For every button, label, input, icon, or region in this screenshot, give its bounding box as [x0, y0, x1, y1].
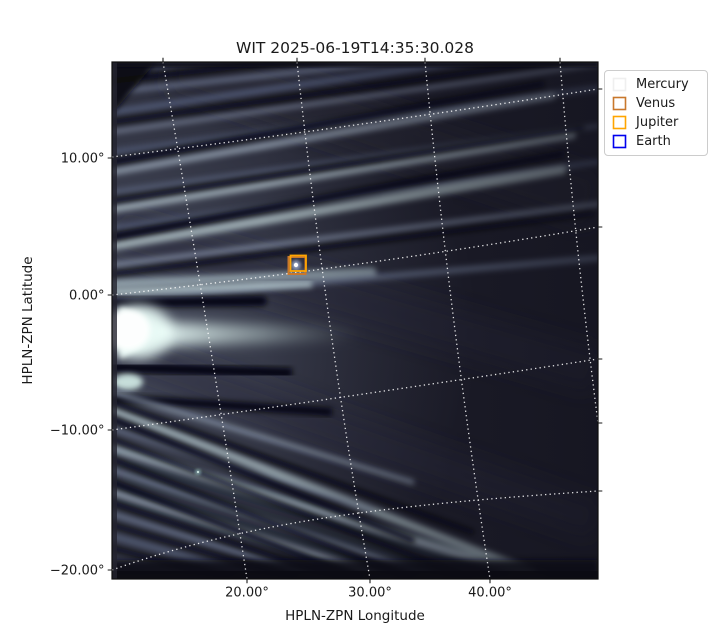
legend-label-earth: Earth [636, 134, 671, 149]
legend-item-jupiter: Jupiter [612, 114, 700, 131]
legend-label-mercury: Mercury [636, 77, 689, 92]
star-dot [195, 469, 201, 475]
x-tick-label: 40.00° [468, 586, 512, 601]
legend-item-venus: Venus [612, 95, 700, 112]
grid-lat-minus10 [112, 358, 598, 431]
x-tick-label: 30.00° [348, 586, 392, 601]
legend-label-jupiter: Jupiter [636, 115, 679, 130]
grid-lat-0 [112, 226, 598, 296]
legend-swatch-mercury [612, 77, 627, 92]
legend-swatch-earth [612, 134, 627, 149]
y-tick-label: −10.00° [50, 423, 105, 438]
plot-title: WIT 2025-06-19T14:35:30.028 [236, 39, 474, 57]
y-tick-label: 0.00° [69, 288, 104, 303]
x-axis-label: HPLN-ZPN Longitude [285, 608, 425, 624]
legend-swatch-venus [612, 96, 627, 111]
graticule [112, 62, 598, 579]
y-tick-label: −20.00° [50, 563, 105, 578]
legend-label-venus: Venus [636, 96, 676, 111]
planet-dot [291, 260, 301, 270]
y-axis-label: HPLN-ZPN Latitude [20, 256, 36, 384]
y-tick-label: 10.00° [61, 151, 105, 166]
x-tick-label: 20.00° [225, 586, 269, 601]
legend: Mercury Venus Jupiter Earth [604, 70, 708, 156]
plot-image [112, 62, 598, 579]
axes-spine [111, 61, 599, 580]
grid-lon-20 [162, 62, 248, 579]
jupiter-marker-box [289, 254, 307, 272]
tick-marks [107, 57, 603, 584]
legend-item-mercury: Mercury [612, 76, 700, 93]
legend-item-earth: Earth [612, 133, 700, 150]
legend-swatch-jupiter [612, 115, 627, 130]
grid-lat-10 [112, 88, 598, 158]
